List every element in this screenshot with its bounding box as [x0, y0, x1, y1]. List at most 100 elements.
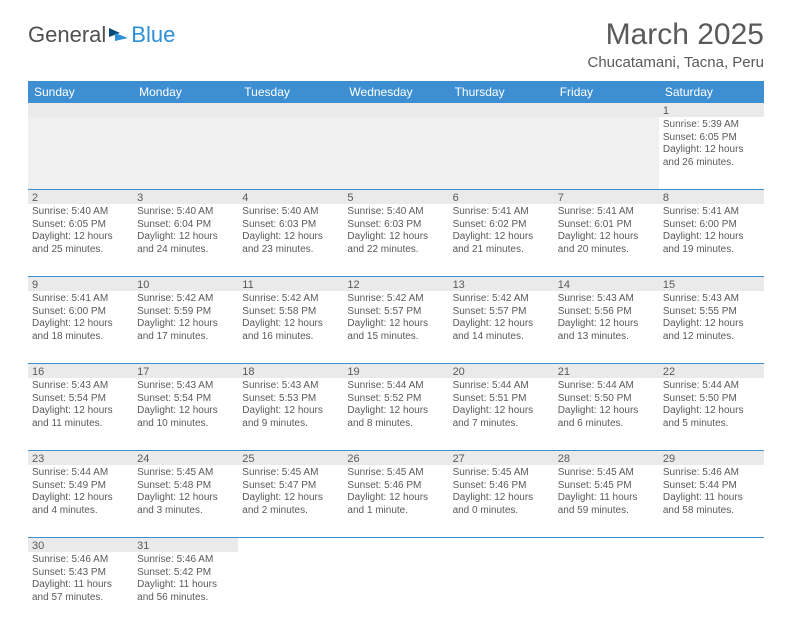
cell-text: Daylight: 12 hours: [558, 318, 655, 331]
calendar-cell: Sunrise: 5:45 AMSunset: 5:45 PMDaylight:…: [554, 465, 659, 537]
day-number: 16: [28, 364, 133, 378]
cell-text: Daylight: 12 hours: [137, 492, 234, 505]
cell-text: Daylight: 12 hours: [32, 231, 129, 244]
cell-text: and 16 minutes.: [242, 331, 339, 344]
cell-text: Daylight: 12 hours: [32, 405, 129, 418]
cell-text: Sunrise: 5:43 AM: [137, 380, 234, 393]
calendar-cell-empty: [449, 552, 554, 624]
calendar-cell: Sunrise: 5:40 AMSunset: 6:03 PMDaylight:…: [343, 204, 448, 276]
cell-text: Sunrise: 5:42 AM: [137, 293, 234, 306]
cell-text: Sunrise: 5:44 AM: [453, 380, 550, 393]
cell-text: and 2 minutes.: [242, 505, 339, 518]
day-number: 30: [28, 538, 133, 552]
calendar-cell: Sunrise: 5:44 AMSunset: 5:50 PMDaylight:…: [659, 378, 764, 450]
calendar-cell: Sunrise: 5:39 AMSunset: 6:05 PMDaylight:…: [659, 117, 764, 189]
calendar-cell: Sunrise: 5:43 AMSunset: 5:55 PMDaylight:…: [659, 291, 764, 363]
cell-text: Daylight: 12 hours: [347, 405, 444, 418]
day-number: 12: [343, 277, 448, 291]
cell-text: Sunrise: 5:41 AM: [32, 293, 129, 306]
cell-text: Daylight: 12 hours: [137, 318, 234, 331]
cell-text: Daylight: 11 hours: [558, 492, 655, 505]
weekday-header-cell: Thursday: [449, 81, 554, 103]
day-number: 2: [28, 190, 133, 204]
cell-text: Sunset: 5:58 PM: [242, 306, 339, 319]
calendar-cell-empty: [554, 117, 659, 189]
calendar-week: Sunrise: 5:40 AMSunset: 6:05 PMDaylight:…: [28, 204, 764, 277]
calendar-cell: Sunrise: 5:44 AMSunset: 5:50 PMDaylight:…: [554, 378, 659, 450]
day-number: 19: [343, 364, 448, 378]
cell-text: and 21 minutes.: [453, 244, 550, 257]
cell-text: Sunset: 5:54 PM: [32, 393, 129, 406]
cell-text: Sunset: 5:43 PM: [32, 567, 129, 580]
day-number-row: 1: [28, 103, 764, 117]
cell-text: Sunset: 6:03 PM: [347, 219, 444, 232]
cell-text: and 8 minutes.: [347, 418, 444, 431]
calendar-cell: Sunrise: 5:46 AMSunset: 5:42 PMDaylight:…: [133, 552, 238, 624]
calendar-cell: Sunrise: 5:46 AMSunset: 5:44 PMDaylight:…: [659, 465, 764, 537]
cell-text: and 9 minutes.: [242, 418, 339, 431]
cell-text: Sunset: 5:45 PM: [558, 480, 655, 493]
day-number: 10: [133, 277, 238, 291]
cell-text: Sunrise: 5:44 AM: [663, 380, 760, 393]
calendar-cell-empty: [238, 117, 343, 189]
day-number: [554, 538, 659, 552]
calendar-cell: Sunrise: 5:44 AMSunset: 5:52 PMDaylight:…: [343, 378, 448, 450]
calendar-cell-empty: [449, 117, 554, 189]
cell-text: Sunrise: 5:45 AM: [137, 467, 234, 480]
cell-text: and 13 minutes.: [558, 331, 655, 344]
cell-text: and 7 minutes.: [453, 418, 550, 431]
cell-text: Daylight: 12 hours: [663, 318, 760, 331]
day-number: [238, 538, 343, 552]
day-number-row: 3031: [28, 538, 764, 552]
day-number: 1: [659, 103, 764, 117]
cell-text: Daylight: 12 hours: [347, 318, 444, 331]
cell-text: Sunrise: 5:45 AM: [242, 467, 339, 480]
weekday-header-cell: Saturday: [659, 81, 764, 103]
cell-text: Sunset: 6:03 PM: [242, 219, 339, 232]
cell-text: Daylight: 12 hours: [558, 405, 655, 418]
cell-text: and 0 minutes.: [453, 505, 550, 518]
cell-text: Sunrise: 5:45 AM: [453, 467, 550, 480]
calendar-week: Sunrise: 5:39 AMSunset: 6:05 PMDaylight:…: [28, 117, 764, 190]
cell-text: Sunrise: 5:43 AM: [663, 293, 760, 306]
cell-text: and 25 minutes.: [32, 244, 129, 257]
cell-text: Sunset: 6:00 PM: [32, 306, 129, 319]
cell-text: Sunset: 6:05 PM: [32, 219, 129, 232]
cell-text: Daylight: 12 hours: [242, 405, 339, 418]
cell-text: and 5 minutes.: [663, 418, 760, 431]
calendar-cell: Sunrise: 5:41 AMSunset: 6:00 PMDaylight:…: [28, 291, 133, 363]
cell-text: Sunset: 5:57 PM: [347, 306, 444, 319]
cell-text: Sunset: 5:56 PM: [558, 306, 655, 319]
day-number: [343, 103, 448, 117]
calendar-cell: Sunrise: 5:43 AMSunset: 5:56 PMDaylight:…: [554, 291, 659, 363]
day-number: [133, 103, 238, 117]
cell-text: Sunrise: 5:40 AM: [32, 206, 129, 219]
calendar-cell: Sunrise: 5:43 AMSunset: 5:53 PMDaylight:…: [238, 378, 343, 450]
cell-text: Sunset: 6:05 PM: [663, 132, 760, 145]
day-number: [28, 103, 133, 117]
cell-text: Sunrise: 5:42 AM: [347, 293, 444, 306]
cell-text: and 18 minutes.: [32, 331, 129, 344]
day-number: 18: [238, 364, 343, 378]
day-number: 11: [238, 277, 343, 291]
day-number: 28: [554, 451, 659, 465]
day-number: 27: [449, 451, 554, 465]
cell-text: Sunset: 5:51 PM: [453, 393, 550, 406]
weekday-header-cell: Wednesday: [343, 81, 448, 103]
calendar-week: Sunrise: 5:44 AMSunset: 5:49 PMDaylight:…: [28, 465, 764, 538]
cell-text: and 11 minutes.: [32, 418, 129, 431]
calendar-cell: Sunrise: 5:41 AMSunset: 6:01 PMDaylight:…: [554, 204, 659, 276]
calendar-cell: Sunrise: 5:45 AMSunset: 5:46 PMDaylight:…: [343, 465, 448, 537]
calendar-cell: Sunrise: 5:41 AMSunset: 6:02 PMDaylight:…: [449, 204, 554, 276]
weekday-header-row: SundayMondayTuesdayWednesdayThursdayFrid…: [28, 81, 764, 103]
calendar-cell-empty: [238, 552, 343, 624]
calendar-cell: Sunrise: 5:45 AMSunset: 5:46 PMDaylight:…: [449, 465, 554, 537]
cell-text: and 58 minutes.: [663, 505, 760, 518]
cell-text: and 3 minutes.: [137, 505, 234, 518]
day-number: 7: [554, 190, 659, 204]
calendar-cell: Sunrise: 5:45 AMSunset: 5:47 PMDaylight:…: [238, 465, 343, 537]
cell-text: and 23 minutes.: [242, 244, 339, 257]
cell-text: Sunset: 6:00 PM: [663, 219, 760, 232]
cell-text: Sunset: 5:46 PM: [453, 480, 550, 493]
cell-text: Sunrise: 5:40 AM: [137, 206, 234, 219]
